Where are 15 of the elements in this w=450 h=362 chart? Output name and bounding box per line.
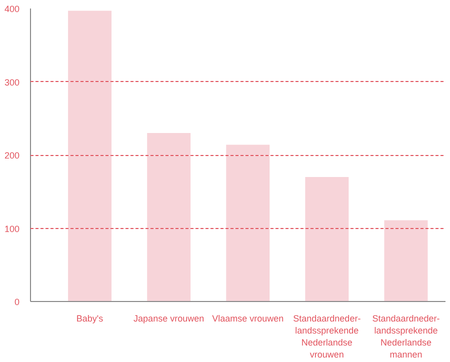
x-tick-label: Baby's — [76, 314, 104, 324]
bar — [68, 10, 112, 302]
y-tick-label: 200 — [4, 150, 20, 160]
x-tick-label: Standaardneder- landssprekende Nederlandse vrouwen — [293, 314, 361, 360]
y-tick-label: 0 — [14, 297, 20, 307]
y-tick-label: 300 — [4, 77, 20, 88]
x-tick-label: Japanse vrouwen — [134, 314, 204, 324]
y-tick-label: 100 — [4, 224, 20, 234]
y-tick-label: 400 — [4, 4, 20, 14]
bar — [226, 144, 270, 302]
x-tick-label: Standaardneder- landssprekende Nederlandse mannen — [372, 314, 440, 360]
bar — [147, 133, 191, 302]
bar — [305, 176, 349, 302]
bar — [384, 220, 428, 302]
x-tick-label: Vlaamse vrouwen — [212, 314, 284, 324]
